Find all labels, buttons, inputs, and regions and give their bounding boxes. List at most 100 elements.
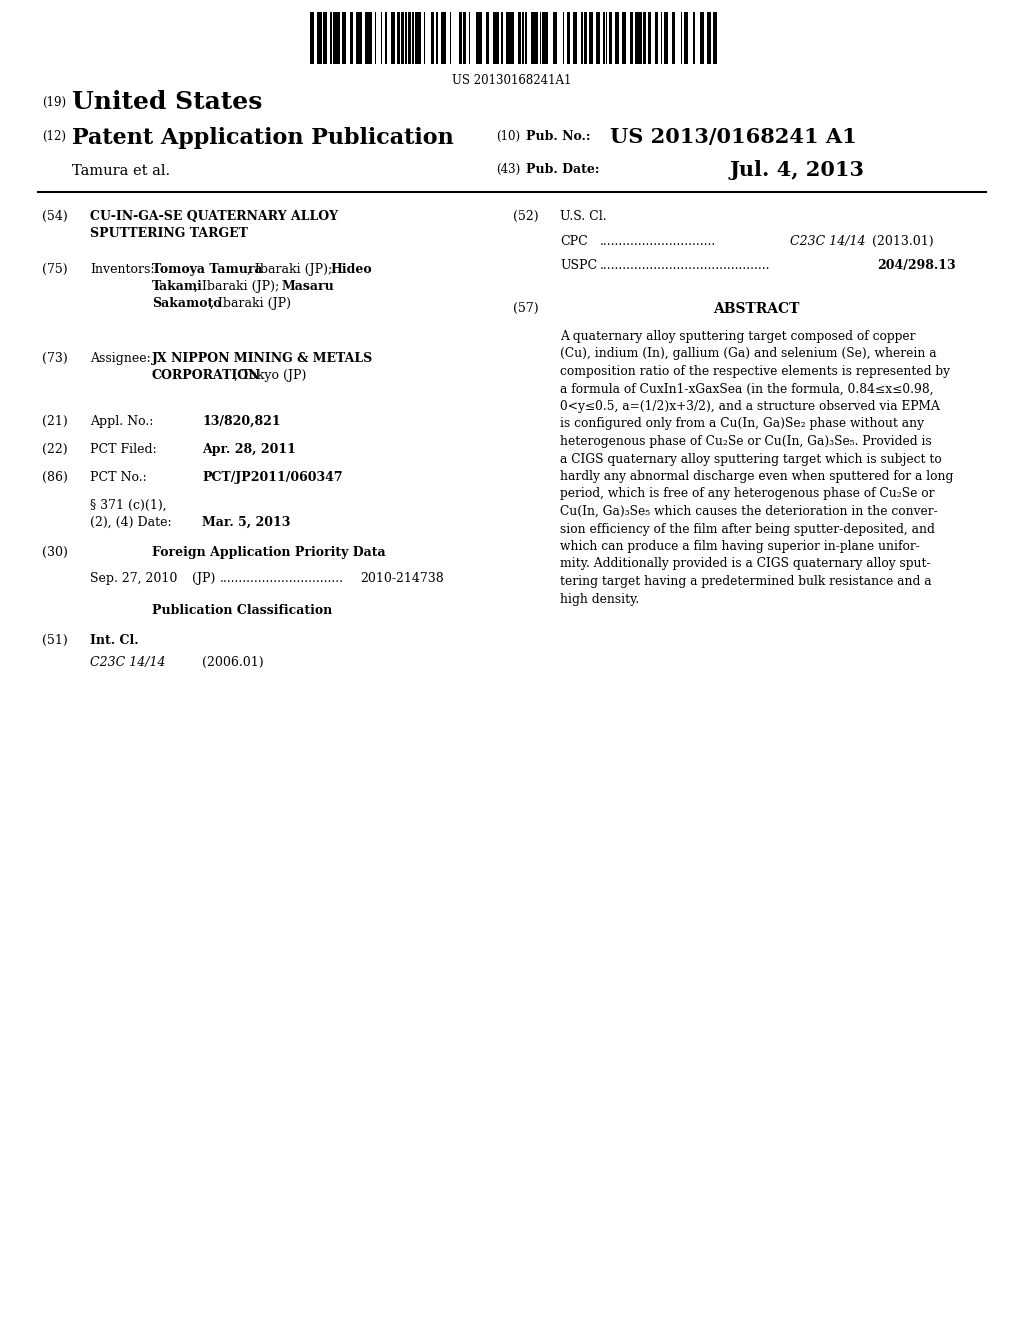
Bar [459,12,462,63]
Bar [401,12,403,63]
Text: (22): (22) [42,444,68,455]
Text: (86): (86) [42,471,68,484]
Bar [486,12,489,63]
Text: (73): (73) [42,352,68,366]
Bar [589,12,593,63]
Text: (57): (57) [513,302,539,315]
Bar [450,12,452,63]
Text: Hideo: Hideo [330,263,372,276]
Text: (52): (52) [513,210,539,223]
Bar [655,12,658,63]
Bar [543,12,548,63]
Text: Foreign Application Priority Data: Foreign Application Priority Data [152,546,386,558]
Bar [540,12,541,63]
Bar [435,12,438,63]
Text: SPUTTERING TARGET: SPUTTERING TARGET [90,227,248,240]
Bar [413,12,414,63]
Bar [350,12,353,63]
Bar [622,12,626,63]
Text: C23C 14/14: C23C 14/14 [790,235,865,248]
Text: Cu(In, Ga)₃Se₅ which causes the deterioration in the conver-: Cu(In, Ga)₃Se₅ which causes the deterior… [560,506,938,517]
Text: Int. Cl.: Int. Cl. [90,634,138,647]
Bar [692,12,695,63]
Bar [567,12,570,63]
Text: , Tokyo (JP): , Tokyo (JP) [234,370,306,381]
Bar [596,12,600,63]
Text: Pub. No.:: Pub. No.: [526,129,591,143]
Text: PCT Filed:: PCT Filed: [90,444,157,455]
Text: § 371 (c)(1),: § 371 (c)(1), [90,499,167,512]
Bar [684,12,688,63]
Bar [631,12,634,63]
Bar [635,12,642,63]
Bar [603,12,604,63]
Text: Sep. 27, 2010: Sep. 27, 2010 [90,572,177,585]
Text: (2006.01): (2006.01) [202,656,263,669]
Text: CORPORATION: CORPORATION [152,370,260,381]
Text: ..............................: .............................. [600,235,716,248]
Bar [518,12,521,63]
Text: 204/298.13: 204/298.13 [877,259,955,272]
Text: , Ibaraki (JP);: , Ibaraki (JP); [247,263,332,276]
Bar [476,12,482,63]
Text: Tomoya Tamura: Tomoya Tamura [152,263,262,276]
Bar [643,12,646,63]
Bar [365,12,372,63]
Text: , Ibaraki (JP): , Ibaraki (JP) [210,297,291,310]
Text: Appl. No.:: Appl. No.: [90,414,154,428]
Bar [424,12,426,63]
Text: Pub. Date:: Pub. Date: [526,162,599,176]
Bar [333,12,340,63]
Text: Takami: Takami [152,280,203,293]
Text: (43): (43) [496,162,520,176]
Text: Mar. 5, 2013: Mar. 5, 2013 [202,516,291,529]
Text: sion efficiency of the film after being sputter-deposited, and: sion efficiency of the film after being … [560,523,935,536]
Bar [585,12,587,63]
Bar [707,12,712,63]
Text: (51): (51) [42,634,68,647]
Bar [431,12,434,63]
Bar [494,12,499,63]
Text: mity. Additionally provided is a CIGS quaternary alloy sput-: mity. Additionally provided is a CIGS qu… [560,557,931,570]
Text: 13/820,821: 13/820,821 [202,414,281,428]
Text: Tamura et al.: Tamura et al. [72,164,170,178]
Bar [648,12,650,63]
Bar [356,12,361,63]
Text: US 2013/0168241 A1: US 2013/0168241 A1 [610,127,857,147]
Bar [606,12,607,63]
Text: is configured only from a Cu(In, Ga)Se₂ phase without any: is configured only from a Cu(In, Ga)Se₂ … [560,417,924,430]
Text: (75): (75) [42,263,68,276]
Text: (19): (19) [42,96,67,110]
Text: US 20130168241A1: US 20130168241A1 [453,74,571,87]
Text: ............................................: ........................................… [600,259,770,272]
Text: (12): (12) [42,129,66,143]
Text: tering target having a predetermined bulk resistance and a: tering target having a predetermined bul… [560,576,932,587]
Bar [660,12,663,63]
Bar [506,12,514,63]
Text: 2010-214738: 2010-214738 [360,572,443,585]
Text: Publication Classification: Publication Classification [152,605,332,616]
Text: (21): (21) [42,414,68,428]
Bar [469,12,470,63]
Bar [396,12,399,63]
Text: hardly any abnormal discharge even when sputtered for a long: hardly any abnormal discharge even when … [560,470,953,483]
Bar [572,12,578,63]
Bar [330,12,332,63]
Text: (2), (4) Date:: (2), (4) Date: [90,516,172,529]
Text: , Ibaraki (JP);: , Ibaraki (JP); [194,280,280,293]
Text: (2013.01): (2013.01) [868,235,934,248]
Text: (JP): (JP) [193,572,215,585]
Bar [406,12,407,63]
Bar [609,12,611,63]
Text: (30): (30) [42,546,68,558]
Text: period, which is free of any heterogenous phase of Cu₂Se or: period, which is free of any heterogenou… [560,487,935,500]
Text: PCT No.:: PCT No.: [90,471,146,484]
Text: Masaru: Masaru [282,280,335,293]
Bar [553,12,557,63]
Text: PCT/JP2011/060347: PCT/JP2011/060347 [202,471,343,484]
Bar [323,12,328,63]
Text: high density.: high density. [560,593,639,606]
Bar [525,12,526,63]
Bar [441,12,445,63]
Text: heterogenous phase of Cu₂Se or Cu(In, Ga)₃Se₅. Provided is: heterogenous phase of Cu₂Se or Cu(In, Ga… [560,436,932,447]
